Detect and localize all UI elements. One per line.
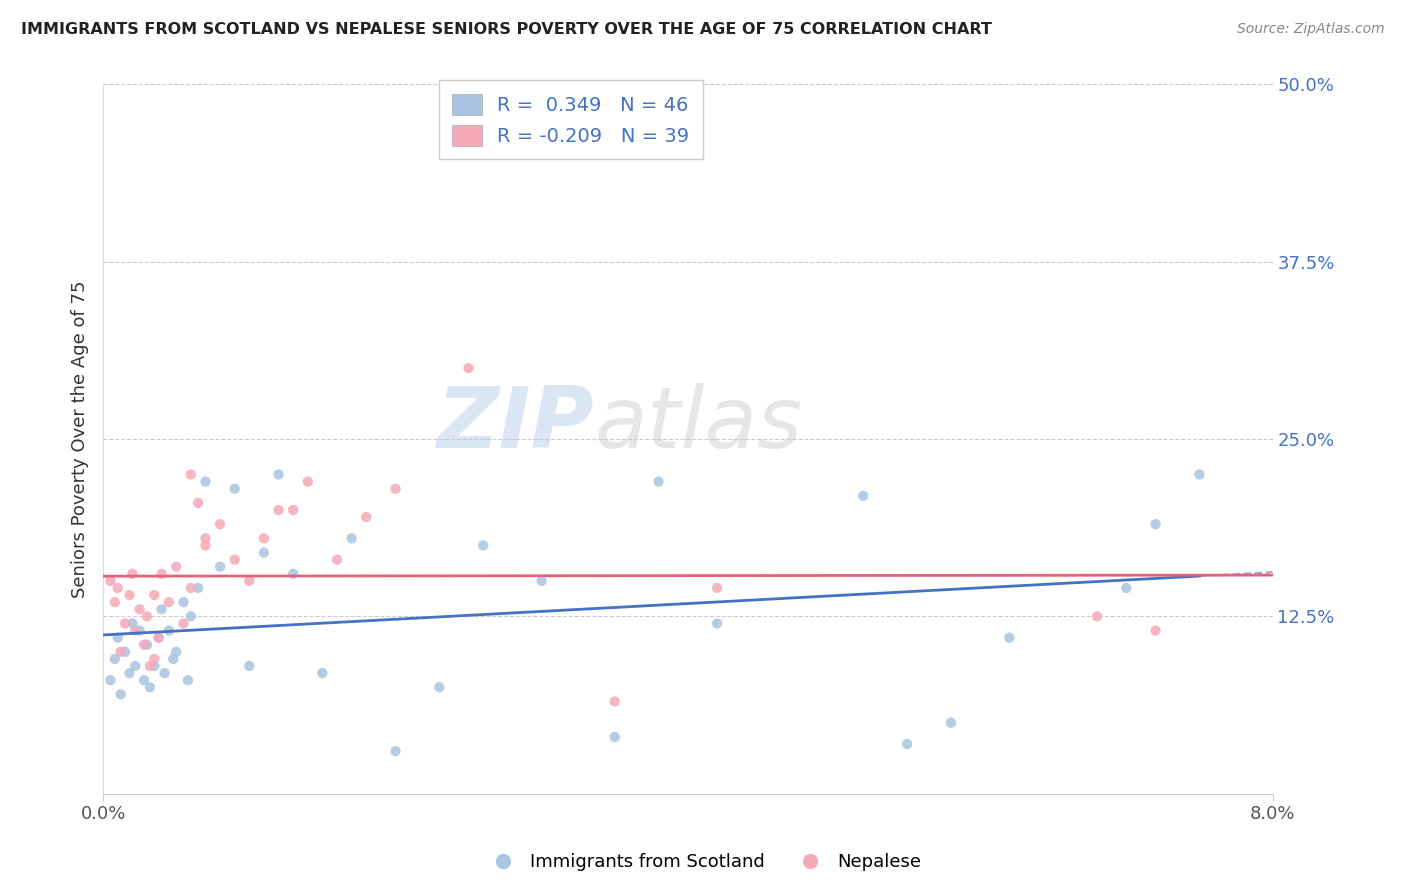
Point xyxy=(139,659,162,673)
Point xyxy=(603,694,626,708)
Point xyxy=(1085,609,1108,624)
Point xyxy=(253,532,276,546)
Point xyxy=(165,559,187,574)
Point xyxy=(124,624,146,638)
Point xyxy=(153,666,176,681)
Point xyxy=(384,744,406,758)
Point xyxy=(118,666,141,681)
Point xyxy=(150,566,173,581)
Point xyxy=(209,559,232,574)
Point xyxy=(603,730,626,744)
Point xyxy=(457,361,479,376)
Point xyxy=(939,715,962,730)
Text: IMMIGRANTS FROM SCOTLAND VS NEPALESE SENIORS POVERTY OVER THE AGE OF 75 CORRELAT: IMMIGRANTS FROM SCOTLAND VS NEPALESE SEN… xyxy=(21,22,993,37)
Point xyxy=(1188,467,1211,482)
Point xyxy=(852,489,875,503)
Point xyxy=(283,503,305,517)
Point xyxy=(384,482,406,496)
Point xyxy=(124,659,146,673)
Point xyxy=(253,545,276,559)
Point xyxy=(104,595,127,609)
Point xyxy=(1144,517,1167,532)
Y-axis label: Seniors Poverty Over the Age of 75: Seniors Poverty Over the Age of 75 xyxy=(72,280,89,598)
Point xyxy=(706,616,728,631)
Point xyxy=(224,552,246,566)
Point xyxy=(128,602,150,616)
Point xyxy=(326,552,349,566)
Point xyxy=(311,666,333,681)
Point xyxy=(896,737,918,751)
Point xyxy=(180,609,202,624)
Point xyxy=(472,538,495,552)
Point xyxy=(340,532,363,546)
Point xyxy=(180,467,202,482)
Point xyxy=(132,638,155,652)
Point xyxy=(998,631,1021,645)
Point xyxy=(706,581,728,595)
Point xyxy=(283,566,305,581)
Point xyxy=(173,595,195,609)
Legend: Immigrants from Scotland, Nepalese: Immigrants from Scotland, Nepalese xyxy=(478,847,928,879)
Text: ZIP: ZIP xyxy=(437,384,595,467)
Point xyxy=(173,616,195,631)
Point xyxy=(267,467,290,482)
Point xyxy=(118,588,141,602)
Point xyxy=(209,517,232,532)
Point xyxy=(1115,581,1137,595)
Point xyxy=(139,681,162,695)
Point xyxy=(267,503,290,517)
Point xyxy=(647,475,669,489)
Point xyxy=(297,475,319,489)
Point xyxy=(143,659,166,673)
Point xyxy=(150,602,173,616)
Point xyxy=(132,673,155,688)
Point xyxy=(121,616,143,631)
Point xyxy=(143,652,166,666)
Point xyxy=(136,609,159,624)
Point xyxy=(530,574,553,588)
Point xyxy=(224,482,246,496)
Point xyxy=(1144,624,1167,638)
Point xyxy=(114,645,136,659)
Point xyxy=(180,581,202,595)
Point xyxy=(187,496,209,510)
Point xyxy=(354,510,377,524)
Point xyxy=(107,581,129,595)
Point xyxy=(238,659,260,673)
Point xyxy=(128,624,150,638)
Point xyxy=(187,581,209,595)
Point xyxy=(121,566,143,581)
Point xyxy=(238,574,260,588)
Text: Source: ZipAtlas.com: Source: ZipAtlas.com xyxy=(1237,22,1385,37)
Point xyxy=(100,574,122,588)
Point xyxy=(162,652,184,666)
Point xyxy=(157,595,180,609)
Point xyxy=(194,532,217,546)
Point xyxy=(110,645,132,659)
Point xyxy=(107,631,129,645)
Point xyxy=(427,681,450,695)
Point xyxy=(157,624,180,638)
Point xyxy=(165,645,187,659)
Point xyxy=(114,616,136,631)
Point xyxy=(194,475,217,489)
Point xyxy=(148,631,170,645)
Point xyxy=(110,687,132,701)
Point xyxy=(148,631,170,645)
Point xyxy=(136,638,159,652)
Text: atlas: atlas xyxy=(595,384,803,467)
Point xyxy=(177,673,200,688)
Point xyxy=(100,673,122,688)
Point xyxy=(194,538,217,552)
Point xyxy=(104,652,127,666)
Legend: R =  0.349   N = 46, R = -0.209   N = 39: R = 0.349 N = 46, R = -0.209 N = 39 xyxy=(439,80,703,160)
Point xyxy=(143,588,166,602)
